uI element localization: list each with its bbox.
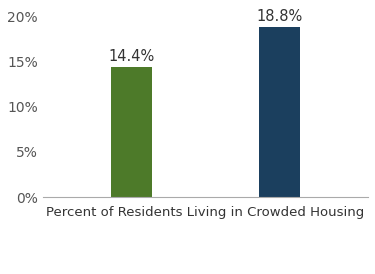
X-axis label: Percent of Residents Living in Crowded Housing: Percent of Residents Living in Crowded H… bbox=[46, 206, 364, 219]
Text: 14.4%: 14.4% bbox=[108, 49, 154, 64]
Bar bbox=[111, 67, 152, 197]
Bar bbox=[259, 27, 300, 197]
Text: 18.8%: 18.8% bbox=[256, 9, 302, 24]
